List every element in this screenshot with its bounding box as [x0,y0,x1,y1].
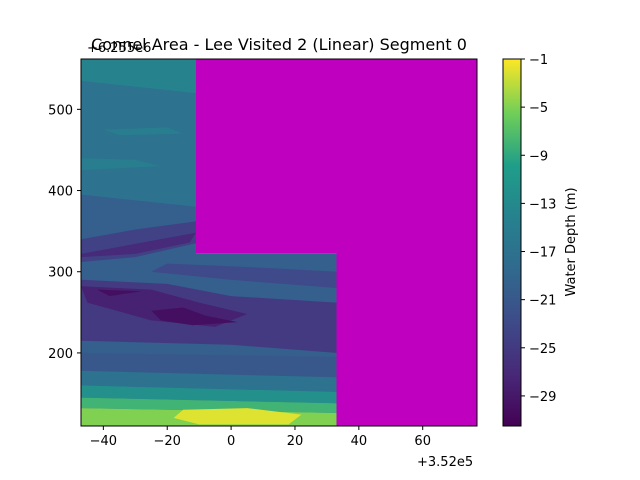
depth-contour-region [173,408,302,425]
depth-contour-region [81,385,337,404]
colorbar-tick-label: −13 [529,197,556,212]
depth-contour-region [81,59,196,94]
colorbar-tick-label: −17 [529,246,556,261]
y-tick-label: 300 [48,266,73,281]
colorbar-label: Water Depth (m) [564,187,579,296]
plot-area [81,59,477,426]
y-offset-label: +6.255e6 [87,41,151,56]
x-tick-label: −40 [90,434,117,449]
y-tick-label: 200 [48,347,73,362]
depth-contour-region [103,127,184,136]
x-tick-label: 0 [227,434,235,449]
x-tick-label: 20 [287,434,304,449]
depth-contour-region [81,370,337,392]
x-tick-label: 60 [414,434,431,449]
chart-title: Connel Area - Lee Visited 2 (Linear) Seg… [91,35,467,54]
x-axis: −40 −20 0 20 40 60 [90,426,431,449]
colorbar-ticks: −1 −5 −9 −13 −17 −21 −25 −29 [521,53,556,405]
depth-contour-region [81,158,161,171]
y-tick-label: 500 [48,103,73,118]
colorbar-tick-label: −25 [529,342,556,357]
plot-frame [80,58,478,427]
x-tick-label: 40 [351,434,368,449]
depth-contour-region [151,307,238,326]
colorbar-tick-label: −9 [529,149,548,164]
y-tick-label: 400 [48,185,73,200]
depth-contour-region [97,289,142,297]
depth-contour-region [151,263,337,288]
depth-contour-region [81,232,196,258]
colorbar-tick-label: −29 [529,390,556,405]
y-axis: 200 300 400 500 [48,103,81,362]
colorbar-tick-label: −1 [529,53,548,68]
masked-land-region [196,59,477,426]
colorbar-tick-label: −5 [529,101,548,116]
colorbar-tick-label: −21 [529,294,556,309]
x-offset-label: +3.52e5 [417,455,473,470]
x-tick-label: −20 [154,434,181,449]
depth-contour-region [81,397,337,413]
colorbar [502,58,522,427]
